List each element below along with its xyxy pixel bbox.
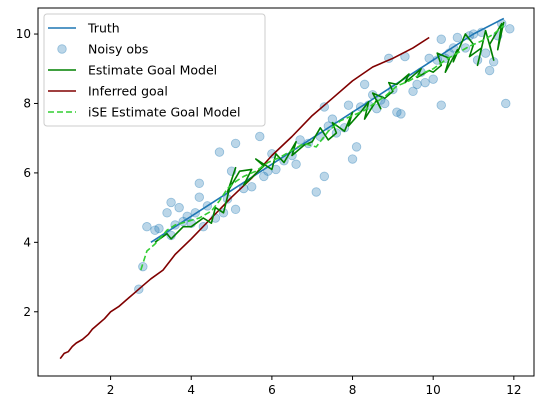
data-point (484, 65, 495, 76)
data-point (392, 107, 402, 117)
data-point (230, 138, 241, 149)
data-point (408, 86, 418, 97)
legend: Truth Noisy obs Estimate Goal Model Inferre… (43, 13, 266, 127)
series-estimate-goal-model-line (154, 21, 505, 243)
data-point (428, 74, 438, 84)
data-point (230, 204, 241, 215)
data-point (480, 48, 491, 58)
x-tick-label: 2 (107, 383, 115, 397)
data-point (138, 261, 148, 272)
legend-entry-estimate-goal-model: Estimate Goal Model (48, 63, 217, 78)
series-ise-estimate-goal-model-line (140, 24, 505, 271)
data-point (436, 100, 446, 110)
series-truth-line (150, 17, 505, 243)
data-point (166, 197, 176, 208)
data-point (255, 131, 265, 142)
y-axis: 2 4 6 8 10 (16, 27, 38, 319)
data-point (150, 225, 160, 235)
y-tick-label: 8 (23, 96, 31, 110)
data-point (319, 171, 330, 182)
legend-entries: Truth Noisy obs Estimate Goal Model Inferre… (48, 21, 240, 120)
data-point (412, 79, 422, 90)
data-point (295, 135, 305, 145)
data-point (311, 187, 321, 197)
data-point (162, 208, 172, 218)
y-tick-label: 10 (16, 27, 31, 41)
x-tick-label: 8 (349, 383, 357, 397)
data-point (194, 192, 205, 202)
legend-label: Truth (87, 21, 120, 36)
x-tick-label: 12 (506, 383, 521, 397)
data-point (452, 32, 463, 43)
data-point (380, 98, 390, 109)
data-point (154, 223, 164, 234)
data-point (194, 178, 205, 189)
data-point (347, 154, 358, 164)
data-point (436, 34, 446, 44)
data-point (501, 98, 511, 109)
x-tick-label: 10 (426, 383, 441, 397)
legend-label: Noisy obs (88, 42, 148, 57)
data-point (505, 24, 515, 34)
data-point (291, 159, 301, 169)
data-point (319, 102, 330, 112)
x-tick-label: 6 (268, 383, 276, 397)
legend-entry-inferred-goal: Inferred goal (48, 84, 168, 99)
y-tick-label: 6 (23, 166, 31, 180)
x-tick-label: 4 (187, 383, 195, 397)
legend-entry-truth: Truth (48, 21, 120, 36)
legend-label: iSE Estimate Goal Model (88, 105, 240, 120)
x-axis: 2 4 6 8 10 12 (107, 376, 521, 397)
series-inferred-goal-line (59, 36, 430, 360)
data-point (359, 79, 370, 90)
axes-frame (37, 7, 535, 377)
legend-entry-noisy-obs: Noisy obs (57, 42, 148, 57)
data-point (259, 171, 269, 182)
data-point (247, 182, 257, 192)
legend-entry-ise-estimate-goal-model: iSE Estimate Goal Model (48, 105, 240, 120)
data-point (214, 147, 225, 157)
y-tick-label: 4 (23, 235, 31, 249)
data-point (343, 100, 354, 110)
legend-label: Estimate Goal Model (88, 63, 217, 78)
data-point (142, 222, 152, 232)
legend-marker (57, 44, 67, 54)
data-point (396, 109, 406, 119)
plot-area: 2 4 6 8 10 12 2 4 6 8 10 (16, 7, 535, 397)
legend-label: Inferred goal (88, 84, 168, 99)
data-point (420, 77, 430, 88)
data-point (174, 202, 184, 213)
legend-box (43, 13, 266, 127)
series-layer (59, 17, 515, 360)
data-point (351, 142, 362, 152)
y-tick-label: 2 (23, 305, 31, 319)
